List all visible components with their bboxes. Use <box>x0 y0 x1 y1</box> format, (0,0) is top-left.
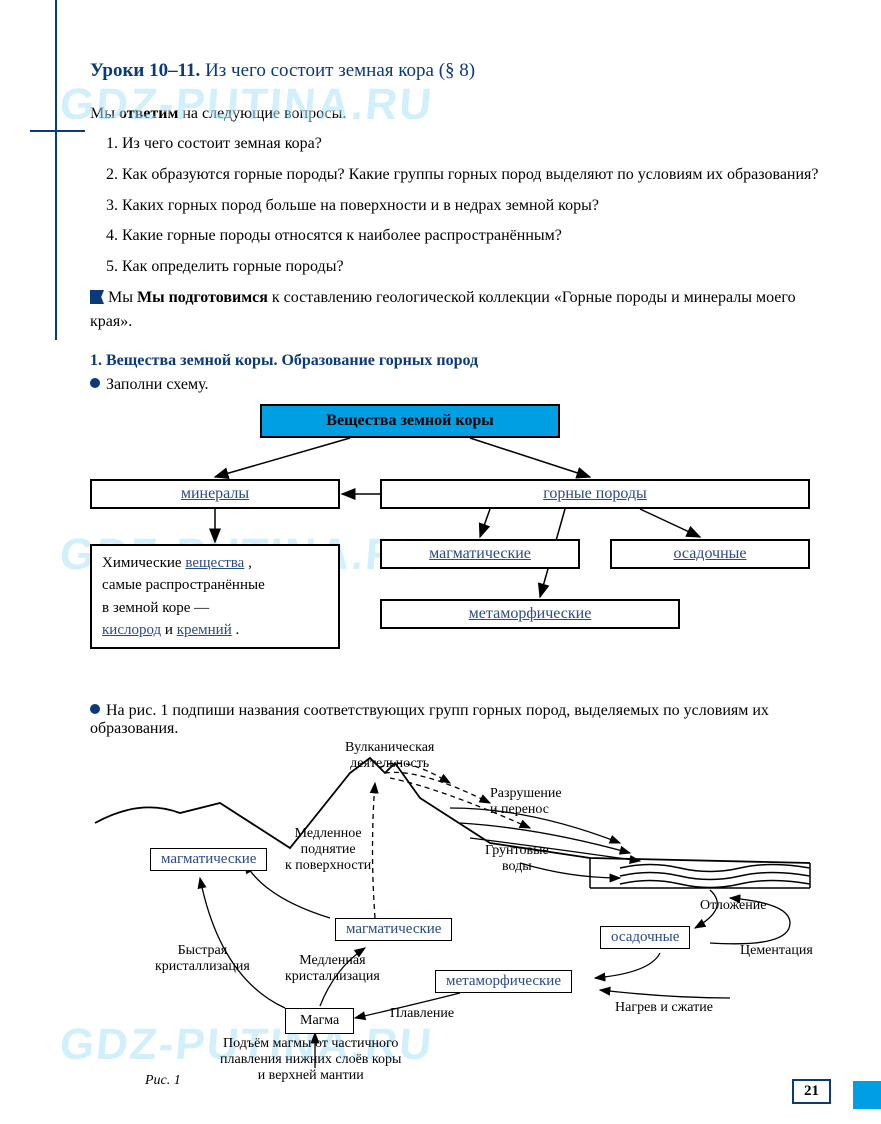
figure-svg <box>90 748 830 1088</box>
label-slow-rise: Медленноеподнятиек поверхности <box>285 826 371 874</box>
page-number: 21 <box>792 1079 831 1104</box>
label-volcanic: Вулканическаядеятельность <box>345 740 434 772</box>
title-main: Из чего состоит земная кора (§ 8) <box>205 60 475 81</box>
intro-answer: Мы ответим на следующие вопросы. <box>90 102 831 126</box>
label-groundwater: Грунтовыеводы <box>485 843 549 875</box>
schema-rocks-box: горные породы <box>380 479 810 509</box>
question-5: 5. Как определить горные породы? <box>90 255 831 280</box>
section-1-heading: 1. Вещества земной коры. Образование гор… <box>90 352 831 370</box>
label-heat-press: Нагрев и сжатие <box>615 1000 713 1016</box>
task-2: На рис. 1 подпиши названия соответствующ… <box>90 702 831 738</box>
figbox-sedimentary: осадочные <box>600 926 690 949</box>
label-destruction: Разрушениеи перенос <box>490 786 562 818</box>
question-2: 2. Как образуются горные породы? Какие г… <box>90 163 831 188</box>
prepare-text: Мы Мы подготовимся к составлению геологи… <box>90 286 831 334</box>
figure-1: Вулканическаядеятельность Разрушениеи пе… <box>90 748 831 1088</box>
label-magma-rise: Подъём магмы от частичногоплавления нижн… <box>220 1036 401 1084</box>
task-1: Заполни схему. <box>90 376 831 394</box>
figbox-magmatic-1: магматические <box>150 848 267 871</box>
label-melting: Плавление <box>390 1006 454 1022</box>
figbox-magmatic-2: магматические <box>335 918 452 941</box>
schema-minerals-box: минералы <box>90 479 340 509</box>
margin-vertical-line <box>55 0 57 340</box>
schema-chemicals-box: Химические вещества , самые распространё… <box>90 544 340 649</box>
margin-horizontal-tick <box>30 130 85 132</box>
schema-sedimentary-box: осадочные <box>610 539 810 569</box>
figure-caption: Рис. 1 <box>145 1073 181 1089</box>
figbox-metamorphic: метаморфические <box>435 970 572 993</box>
page-title: Уроки 10–11. Из чего состоит земная кора… <box>90 60 831 82</box>
schema-magmatic-box: магматические <box>380 539 580 569</box>
question-4: 4. Какие горные породы относятся к наибо… <box>90 224 831 249</box>
edge-tab <box>853 1081 881 1109</box>
schema-diagram: Вещества земной коры минералы горные пор… <box>90 404 831 684</box>
bullet-icon <box>90 378 100 388</box>
label-deposition: Отложение <box>700 898 766 914</box>
label-fast-cryst: Быстраякристаллизация <box>155 943 250 975</box>
schema-top-box: Вещества земной коры <box>260 404 560 438</box>
title-prefix: Уроки 10–11. <box>90 60 200 81</box>
bullet-icon-2 <box>90 704 100 714</box>
label-cementation: Цементация <box>740 943 813 959</box>
flag-icon <box>90 290 104 304</box>
schema-metamorphic-box: метаморфические <box>380 599 680 629</box>
question-3: 3. Каких горных пород больше на поверхно… <box>90 194 831 219</box>
label-slow-cryst: Медленнаякристаллизация <box>285 953 380 985</box>
figbox-magma: Магма <box>285 1008 354 1034</box>
question-1: 1. Из чего состоит земная кора? <box>90 132 831 157</box>
